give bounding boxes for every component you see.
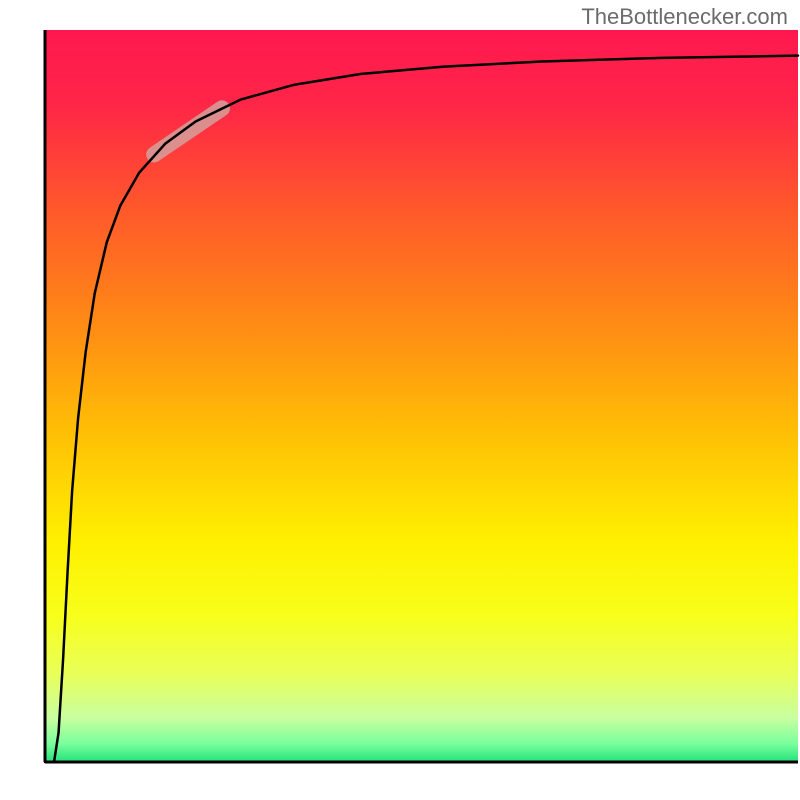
plot-background bbox=[45, 30, 798, 762]
chart-stage: TheBottlenecker.com bbox=[0, 0, 800, 800]
attribution-label: TheBottlenecker.com bbox=[581, 4, 788, 30]
chart-svg bbox=[0, 0, 800, 800]
